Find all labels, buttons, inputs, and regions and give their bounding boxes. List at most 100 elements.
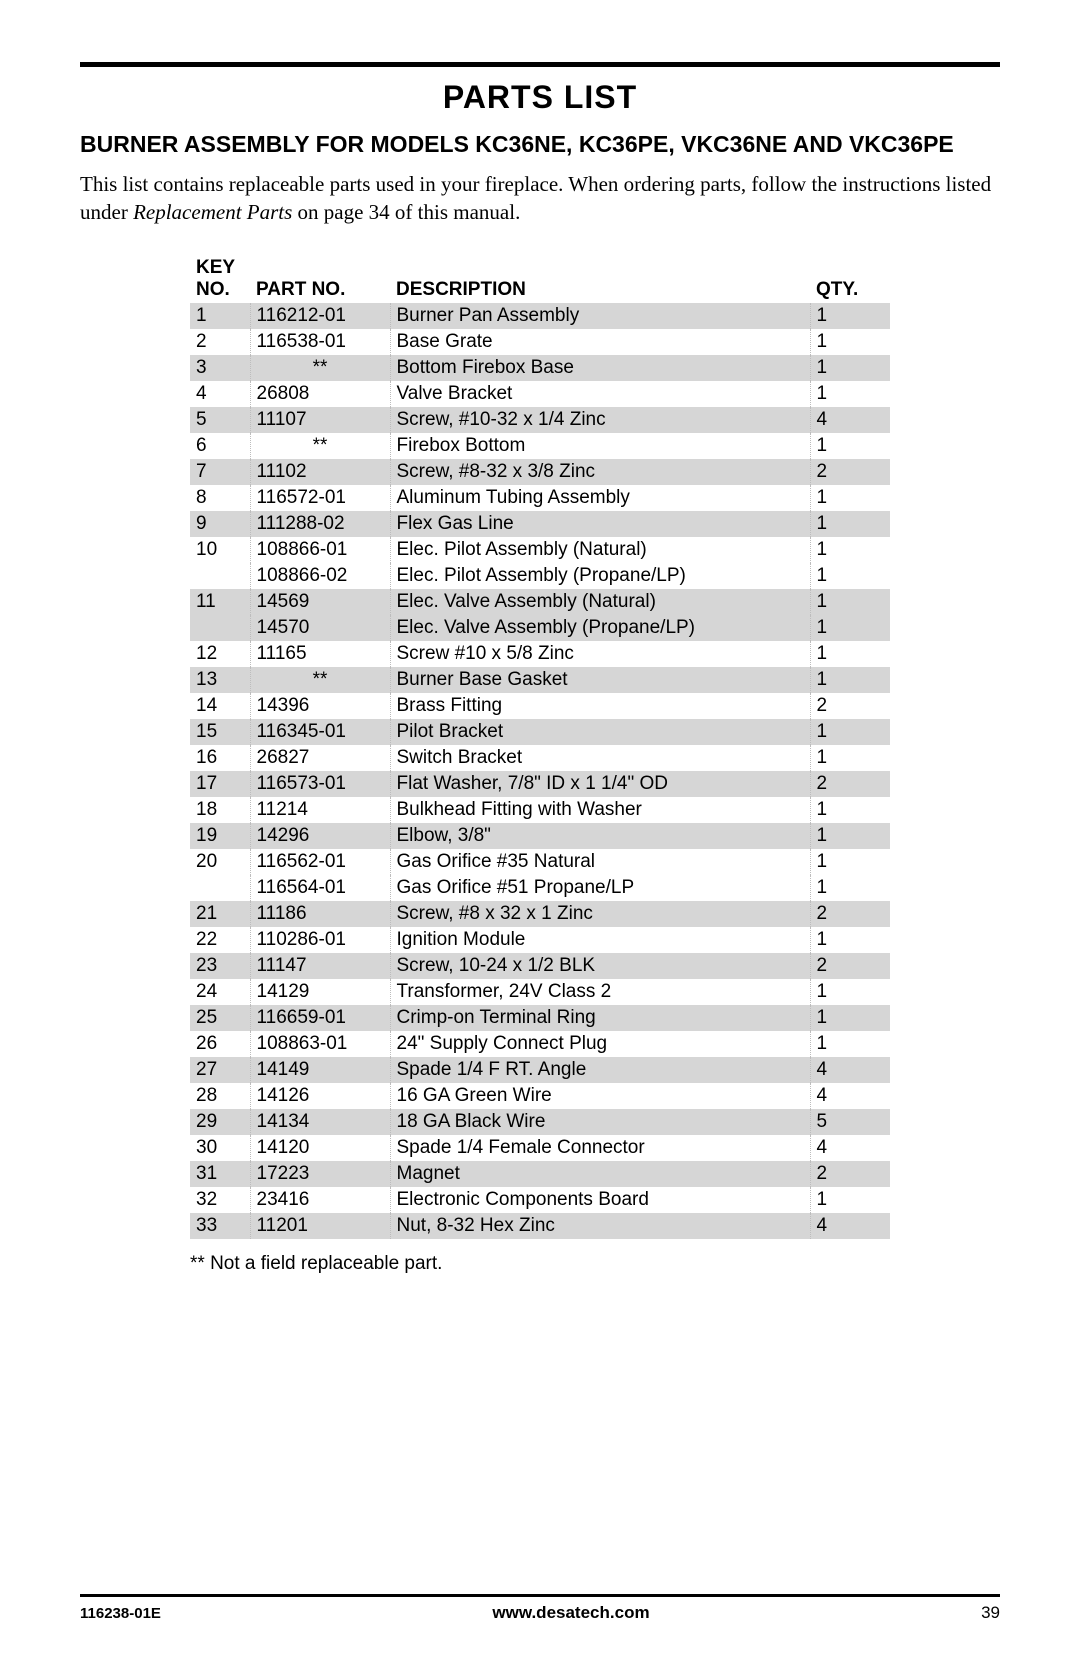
cell-desc: Screw, #8-32 x 3/8 Zinc xyxy=(390,459,810,485)
cell-desc: Gas Orifice #51 Propane/LP xyxy=(390,875,810,901)
parts-table: KEY NO. PART NO. DESCRIPTION QTY. 111621… xyxy=(190,255,890,1239)
cell-part: 14120 xyxy=(250,1135,390,1161)
cell-qty: 1 xyxy=(810,485,890,511)
cell-qty: 4 xyxy=(810,1083,890,1109)
cell-qty: 4 xyxy=(810,407,890,433)
cell-part: 108863-01 xyxy=(250,1031,390,1057)
cell-key: 6 xyxy=(190,433,250,459)
cell-qty: 1 xyxy=(810,1187,890,1213)
cell-part: 14126 xyxy=(250,1083,390,1109)
cell-part: 110286-01 xyxy=(250,927,390,953)
table-row: 13**Burner Base Gasket1 xyxy=(190,667,890,693)
cell-key: 22 xyxy=(190,927,250,953)
cell-part: 116538-01 xyxy=(250,329,390,355)
cell-qty: 1 xyxy=(810,875,890,901)
cell-part: ** xyxy=(250,355,390,381)
cell-key xyxy=(190,615,250,641)
cell-qty: 2 xyxy=(810,901,890,927)
cell-desc: Crimp-on Terminal Ring xyxy=(390,1005,810,1031)
table-row: 3117223Magnet2 xyxy=(190,1161,890,1187)
cell-key: 31 xyxy=(190,1161,250,1187)
cell-desc: Valve Bracket xyxy=(390,381,810,407)
cell-part: 11214 xyxy=(250,797,390,823)
table-row: 2714149Spade 1/4 F RT. Angle4 xyxy=(190,1057,890,1083)
cell-part: 116212-01 xyxy=(250,303,390,329)
table-row: 426808Valve Bracket1 xyxy=(190,381,890,407)
cell-part: ** xyxy=(250,667,390,693)
cell-key: 32 xyxy=(190,1187,250,1213)
cell-key: 16 xyxy=(190,745,250,771)
cell-desc: Burner Base Gasket xyxy=(390,667,810,693)
cell-key: 2 xyxy=(190,329,250,355)
cell-key: 21 xyxy=(190,901,250,927)
cell-key: 24 xyxy=(190,979,250,1005)
cell-desc: Aluminum Tubing Assembly xyxy=(390,485,810,511)
section-subtitle: BURNER ASSEMBLY FOR MODELS KC36NE, KC36P… xyxy=(80,130,1000,160)
intro-italic: Replacement Parts xyxy=(133,200,292,224)
cell-part: 14134 xyxy=(250,1109,390,1135)
table-row: 291413418 GA Black Wire5 xyxy=(190,1109,890,1135)
cell-desc: Firebox Bottom xyxy=(390,433,810,459)
table-row: 20116562-01Gas Orifice #35 Natural1 xyxy=(190,849,890,875)
table-row: 108866-02Elec. Pilot Assembly (Propane/L… xyxy=(190,563,890,589)
table-row: 3223416Electronic Components Board1 xyxy=(190,1187,890,1213)
cell-qty: 4 xyxy=(810,1057,890,1083)
cell-part: 116345-01 xyxy=(250,719,390,745)
header-qty: QTY. xyxy=(810,255,890,303)
cell-qty: 1 xyxy=(810,1031,890,1057)
cell-qty: 1 xyxy=(810,433,890,459)
cell-key: 10 xyxy=(190,537,250,563)
cell-key: 14 xyxy=(190,693,250,719)
cell-key: 5 xyxy=(190,407,250,433)
cell-part: 11165 xyxy=(250,641,390,667)
header-key: KEY NO. xyxy=(190,255,250,303)
table-row: 1914296Elbow, 3/8"1 xyxy=(190,823,890,849)
table-row: 10108866-01Elec. Pilot Assembly (Natural… xyxy=(190,537,890,563)
table-row: 8116572-01Aluminum Tubing Assembly1 xyxy=(190,485,890,511)
cell-desc: Screw, #8 x 32 x 1 Zinc xyxy=(390,901,810,927)
cell-part: 14129 xyxy=(250,979,390,1005)
cell-desc: Elbow, 3/8" xyxy=(390,823,810,849)
table-row: 1211165Screw #10 x 5/8 Zinc1 xyxy=(190,641,890,667)
cell-part: 116573-01 xyxy=(250,771,390,797)
cell-part: 11147 xyxy=(250,953,390,979)
table-row: 3311201Nut, 8-32 Hex Zinc4 xyxy=(190,1213,890,1239)
cell-desc: Flat Washer, 7/8" ID x 1 1/4" OD xyxy=(390,771,810,797)
cell-part: 11201 xyxy=(250,1213,390,1239)
cell-key: 27 xyxy=(190,1057,250,1083)
cell-qty: 1 xyxy=(810,927,890,953)
cell-key: 25 xyxy=(190,1005,250,1031)
cell-qty: 2 xyxy=(810,459,890,485)
cell-part: 11186 xyxy=(250,901,390,927)
cell-part: 11107 xyxy=(250,407,390,433)
cell-qty: 1 xyxy=(810,641,890,667)
header-part: PART NO. xyxy=(250,255,390,303)
table-row: 2414129Transformer, 24V Class 21 xyxy=(190,979,890,1005)
header-key-line2: NO. xyxy=(196,279,230,300)
cell-desc: Screw, #10-32 x 1/4 Zinc xyxy=(390,407,810,433)
footer-rule xyxy=(80,1594,1000,1597)
cell-desc: Elec. Pilot Assembly (Propane/LP) xyxy=(390,563,810,589)
cell-desc: Base Grate xyxy=(390,329,810,355)
table-row: 25116659-01Crimp-on Terminal Ring1 xyxy=(190,1005,890,1031)
table-row: 1116212-01Burner Pan Assembly1 xyxy=(190,303,890,329)
table-row: 3014120Spade 1/4 Female Connector4 xyxy=(190,1135,890,1161)
cell-key: 1 xyxy=(190,303,250,329)
footer-doc-number: 116238-01E xyxy=(80,1605,161,1622)
cell-key: 11 xyxy=(190,589,250,615)
cell-desc: Nut, 8-32 Hex Zinc xyxy=(390,1213,810,1239)
cell-part: ** xyxy=(250,433,390,459)
cell-desc: Switch Bracket xyxy=(390,745,810,771)
cell-desc: Magnet xyxy=(390,1161,810,1187)
cell-part: 26808 xyxy=(250,381,390,407)
cell-desc: Elec. Valve Assembly (Propane/LP) xyxy=(390,615,810,641)
cell-desc: Bottom Firebox Base xyxy=(390,355,810,381)
cell-part: 116659-01 xyxy=(250,1005,390,1031)
cell-key: 33 xyxy=(190,1213,250,1239)
cell-qty: 1 xyxy=(810,745,890,771)
cell-qty: 1 xyxy=(810,979,890,1005)
cell-qty: 1 xyxy=(810,355,890,381)
cell-desc: Bulkhead Fitting with Washer xyxy=(390,797,810,823)
cell-qty: 1 xyxy=(810,615,890,641)
footer-url: www.desatech.com xyxy=(492,1603,649,1623)
